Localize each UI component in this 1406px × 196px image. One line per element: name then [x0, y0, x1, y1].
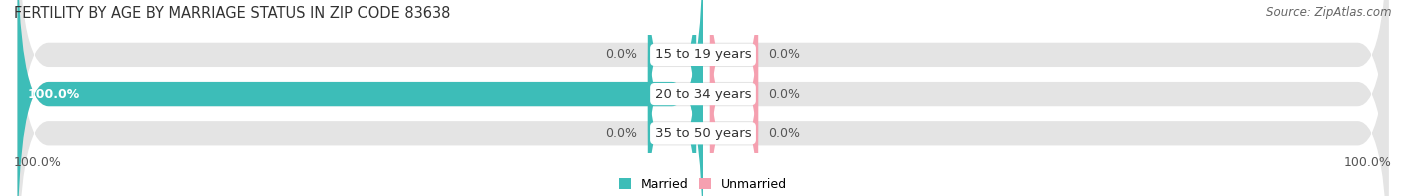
Text: 0.0%: 0.0%	[606, 48, 637, 61]
FancyBboxPatch shape	[710, 5, 758, 183]
FancyBboxPatch shape	[17, 0, 703, 196]
FancyBboxPatch shape	[710, 44, 758, 196]
Text: 0.0%: 0.0%	[769, 88, 800, 101]
Legend: Married, Unmarried: Married, Unmarried	[613, 173, 793, 196]
Text: 35 to 50 years: 35 to 50 years	[655, 127, 751, 140]
Text: Source: ZipAtlas.com: Source: ZipAtlas.com	[1267, 6, 1392, 19]
FancyBboxPatch shape	[17, 0, 1389, 196]
FancyBboxPatch shape	[17, 0, 1389, 196]
Text: 100.0%: 100.0%	[1344, 156, 1392, 169]
Text: 0.0%: 0.0%	[606, 127, 637, 140]
FancyBboxPatch shape	[710, 0, 758, 144]
Text: 0.0%: 0.0%	[769, 48, 800, 61]
Text: 20 to 34 years: 20 to 34 years	[655, 88, 751, 101]
Text: 15 to 19 years: 15 to 19 years	[655, 48, 751, 61]
Text: 100.0%: 100.0%	[14, 156, 62, 169]
Text: 100.0%: 100.0%	[28, 88, 80, 101]
FancyBboxPatch shape	[648, 44, 696, 196]
Text: FERTILITY BY AGE BY MARRIAGE STATUS IN ZIP CODE 83638: FERTILITY BY AGE BY MARRIAGE STATUS IN Z…	[14, 6, 450, 21]
FancyBboxPatch shape	[648, 5, 696, 183]
FancyBboxPatch shape	[648, 0, 696, 144]
FancyBboxPatch shape	[17, 0, 1389, 196]
Text: 0.0%: 0.0%	[769, 127, 800, 140]
